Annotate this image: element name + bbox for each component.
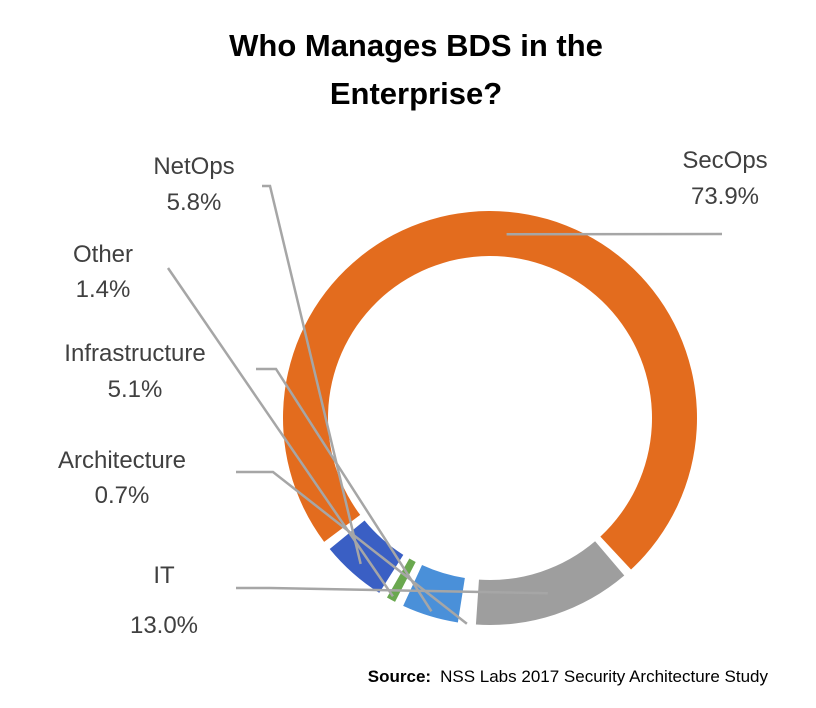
slice-label-netops: NetOps: [153, 153, 234, 180]
slice-value-architecture: 0.7%: [95, 482, 150, 509]
source-text: NSS Labs 2017 Security Architecture Stud…: [440, 667, 768, 686]
slice-value-secops: 73.9%: [691, 183, 759, 210]
source-label: Source:: [368, 667, 431, 686]
leader-line-netops: [262, 184, 362, 565]
slice-value-other: 1.4%: [76, 276, 131, 303]
slice-label-it: IT: [153, 562, 175, 589]
leader-line-architecture: [236, 470, 468, 625]
slice-value-infrastructure: 5.1%: [108, 376, 163, 403]
chart-title-line-2: Enterprise?: [330, 76, 502, 111]
slice-infrastructure: [403, 565, 465, 623]
slice-value-netops: 5.8%: [167, 189, 222, 216]
source-note: Source: NSS Labs 2017 Security Architect…: [368, 667, 769, 686]
slice-label-architecture: Architecture: [58, 447, 186, 474]
slice-label-infrastructure: Infrastructure: [64, 340, 205, 367]
slice-label-secops: SecOps: [682, 147, 767, 174]
slice-secops: [283, 211, 697, 570]
slice-it: [475, 541, 625, 625]
leader-lines: [166, 184, 723, 625]
leader-line-infrastructure: [256, 367, 433, 612]
slice-architecture: [466, 578, 472, 624]
donut-slices: [283, 211, 697, 625]
slice-label-other: Other: [73, 241, 133, 268]
chart-title-line-1: Who Manages BDS in the: [229, 28, 603, 63]
leader-line-it: [236, 586, 548, 595]
slice-value-it: 13.0%: [130, 612, 198, 639]
